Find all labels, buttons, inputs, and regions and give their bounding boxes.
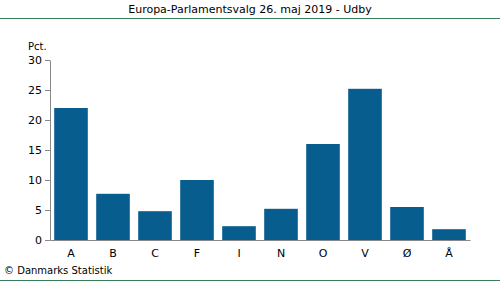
footer-rule [0, 280, 500, 281]
y-tick-mark [45, 120, 50, 121]
x-tick-label: V [361, 247, 369, 260]
y-tick-label: 20 [28, 114, 42, 127]
y-tick-label: 25 [28, 84, 42, 97]
x-tick: F [194, 247, 200, 260]
y-tick: 0 [35, 234, 50, 247]
bar [54, 108, 88, 240]
x-tick-label: B [109, 247, 117, 260]
bar [306, 144, 340, 240]
x-tick-label: O [319, 247, 328, 260]
y-axis-line [50, 61, 51, 241]
x-tick-label: Ø [403, 247, 412, 260]
x-tick-label: C [151, 247, 159, 260]
y-tick-label: 10 [28, 174, 42, 187]
y-tick-mark [45, 150, 50, 151]
y-label: Pct. [28, 41, 47, 52]
y-tick-label: 15 [28, 144, 42, 157]
x-tick: C [151, 247, 159, 260]
y-axis: 0 5 10 15 20 25 30 [28, 54, 51, 247]
chart: Europa-Parlamentsvalg 26. maj 2019 - Udb… [0, 0, 500, 282]
x-tick-label: N [277, 247, 285, 260]
y-tick: 30 [28, 54, 50, 67]
x-tick: Ø [403, 247, 412, 260]
bar [222, 226, 256, 240]
source: © Danmarks Statistik [4, 265, 113, 276]
x-tick: N [277, 247, 285, 260]
y-tick-mark [45, 210, 50, 211]
y-tick-mark [45, 60, 50, 61]
x-tick: V [361, 247, 369, 260]
bar [96, 194, 130, 240]
x-axis: ABCFINOVØÅ [51, 241, 471, 260]
title: Europa-Parlamentsvalg 26. maj 2019 - Udb… [128, 3, 372, 16]
header-rule [0, 18, 500, 19]
x-tick: I [237, 247, 240, 260]
x-tick-label: A [67, 247, 75, 260]
y-tick-mark [45, 240, 50, 241]
y-tick-mark [45, 180, 50, 181]
y-tick: 10 [28, 174, 50, 187]
x-tick: B [109, 247, 117, 260]
y-tick-label: 5 [35, 204, 42, 217]
y-tick-label: 0 [35, 234, 42, 247]
y-tick: 20 [28, 114, 50, 127]
bar [138, 211, 172, 240]
x-tick-label: F [194, 247, 200, 260]
y-tick-label: 30 [28, 54, 42, 67]
bar [264, 209, 298, 240]
x-tick: A [67, 247, 75, 260]
y-tick: 25 [28, 84, 50, 97]
y-tick: 15 [28, 144, 50, 157]
x-tick: Å [445, 247, 453, 260]
bar [180, 180, 214, 240]
x-axis-line [51, 240, 471, 241]
bar [432, 229, 466, 240]
y-tick: 5 [35, 204, 50, 217]
x-tick: O [319, 247, 328, 260]
bar [390, 207, 424, 240]
bar [348, 89, 382, 240]
x-tick-label: Å [445, 247, 453, 260]
x-tick-label: I [237, 247, 240, 260]
bars [54, 89, 466, 240]
y-tick-mark [45, 90, 50, 91]
